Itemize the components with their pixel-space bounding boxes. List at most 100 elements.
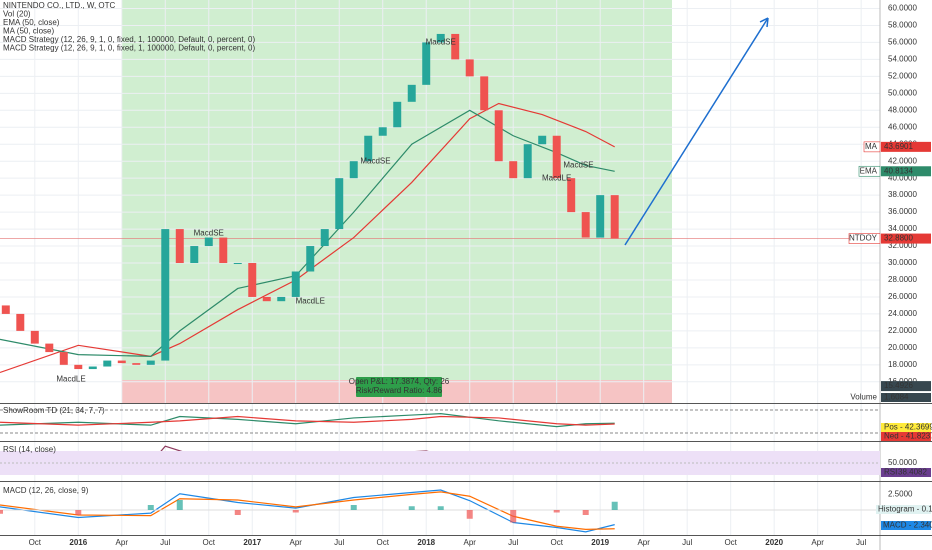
pane-label: Ned - 41.8237: [884, 432, 932, 441]
x-tick-label: 2018: [417, 538, 435, 547]
candle: [204, 237, 213, 247]
candle: [581, 212, 590, 238]
legend-line: MACD Strategy (12, 26, 9, 1, 0, fixed, 1…: [3, 35, 255, 44]
y-tick-label: 50.0000: [888, 88, 917, 97]
candle: [1, 305, 10, 314]
position-box: [356, 377, 442, 397]
badge-name-bg: [863, 141, 881, 153]
y-tick-label: 22.0000: [888, 326, 917, 335]
pane-label: 38.4082: [898, 468, 927, 477]
legend-line: MA (50, close): [3, 27, 54, 36]
histogram-bar: [176, 500, 183, 510]
profit-zone: [122, 0, 672, 380]
candle: [30, 330, 39, 344]
candle: [190, 246, 199, 264]
legend-line: NINTENDO CO., LTD., W, OTC: [3, 1, 116, 10]
badge-name-bg: [858, 165, 881, 177]
y-tick-label: 20.0000: [888, 343, 917, 352]
candle: [277, 296, 286, 302]
candle: [291, 271, 300, 297]
y-tick-label: 40.0000: [888, 173, 917, 182]
candle: [320, 229, 329, 247]
candle: [88, 366, 97, 370]
signal-label: MacdLE: [542, 173, 571, 182]
pane-title: MACD (12, 26, close, 9): [3, 486, 89, 495]
arrow-head: [759, 17, 769, 28]
candle: [146, 360, 155, 365]
badge-value: 32.8800: [884, 234, 913, 243]
y-tick-label: 26.0000: [888, 292, 917, 301]
y-tick-label: 58.0000: [888, 21, 917, 30]
candle: [538, 135, 547, 145]
candle: [407, 84, 416, 102]
volume-value: 1.6084: [884, 393, 909, 402]
x-tick-label: Jul: [508, 538, 518, 547]
badge-value: 40.8134: [884, 166, 913, 175]
y-tick-label: 18.0000: [888, 360, 917, 369]
signal-label: MacdSE: [360, 156, 390, 165]
candle: [393, 101, 402, 128]
signal-label: MacdSE: [194, 228, 224, 237]
price-badge: [881, 141, 931, 152]
x-tick-label: 2020: [765, 538, 783, 547]
candle: [59, 352, 68, 365]
x-tick-label: Oct: [724, 538, 737, 547]
histogram-bar: [234, 510, 241, 515]
y-tick-label: 30.0000: [888, 258, 917, 267]
badge-value: 15.4926: [884, 381, 913, 390]
pane-badge: [881, 521, 931, 530]
histogram-bar: [75, 510, 82, 515]
y-tick-label: 56.0000: [888, 38, 917, 47]
candle: [494, 110, 503, 162]
y-tick-label: 2.5000: [888, 489, 913, 498]
x-tick-label: Apr: [811, 538, 824, 547]
candle: [306, 246, 315, 272]
x-tick-label: Oct: [29, 538, 42, 547]
pane-label: Pos - 42.3699: [884, 423, 932, 432]
badge-name: EMA: [860, 166, 878, 175]
x-tick-label: Jul: [856, 538, 866, 547]
x-tick-label: Oct: [377, 538, 390, 547]
volume-name: Volume: [850, 393, 877, 402]
x-tick-label: Apr: [463, 538, 476, 547]
candle: [175, 229, 184, 264]
x-tick-label: Apr: [637, 538, 650, 547]
candle: [422, 42, 431, 85]
indicator-line: [0, 415, 615, 426]
signal-label: MacdLE: [56, 374, 85, 383]
histogram-bar: [350, 505, 357, 510]
y-tick-label: 50.0000: [888, 458, 917, 467]
candle: [567, 178, 576, 213]
badge-name: NTDOY: [849, 234, 878, 243]
x-tick-label: Jul: [334, 538, 344, 547]
price-badge: [881, 166, 931, 177]
badge-name-bg: [848, 233, 881, 244]
x-tick-label: Jul: [160, 538, 170, 547]
y-tick-label: 48.0000: [888, 105, 917, 114]
pane-label: MACD - 2.3403: [883, 521, 932, 530]
y-tick-label: 28.0000: [888, 275, 917, 284]
candle: [219, 237, 228, 264]
y-tick-label: 36.0000: [888, 207, 917, 216]
candle: [596, 195, 605, 238]
histogram-bar: [466, 510, 473, 519]
position-text: Open P&L: 17.3874, Qty: 26: [349, 377, 450, 386]
histogram-bar: [582, 510, 589, 515]
y-tick-label: 46.0000: [888, 122, 917, 131]
candle: [451, 33, 460, 60]
badge-value: 43.6901: [884, 142, 913, 151]
histogram-bar: [611, 501, 618, 510]
candle: [436, 33, 445, 43]
candle: [552, 135, 561, 179]
histogram-bar: [510, 510, 517, 523]
x-tick-label: 2017: [243, 538, 261, 547]
candle: [161, 229, 170, 361]
histogram-bar: [437, 506, 444, 510]
candle: [117, 360, 126, 364]
signal-label: MacdSE: [426, 38, 456, 47]
candle: [103, 360, 112, 367]
candle: [45, 343, 54, 353]
y-tick-label: 24.0000: [888, 309, 917, 318]
x-tick-label: 2019: [591, 538, 609, 547]
